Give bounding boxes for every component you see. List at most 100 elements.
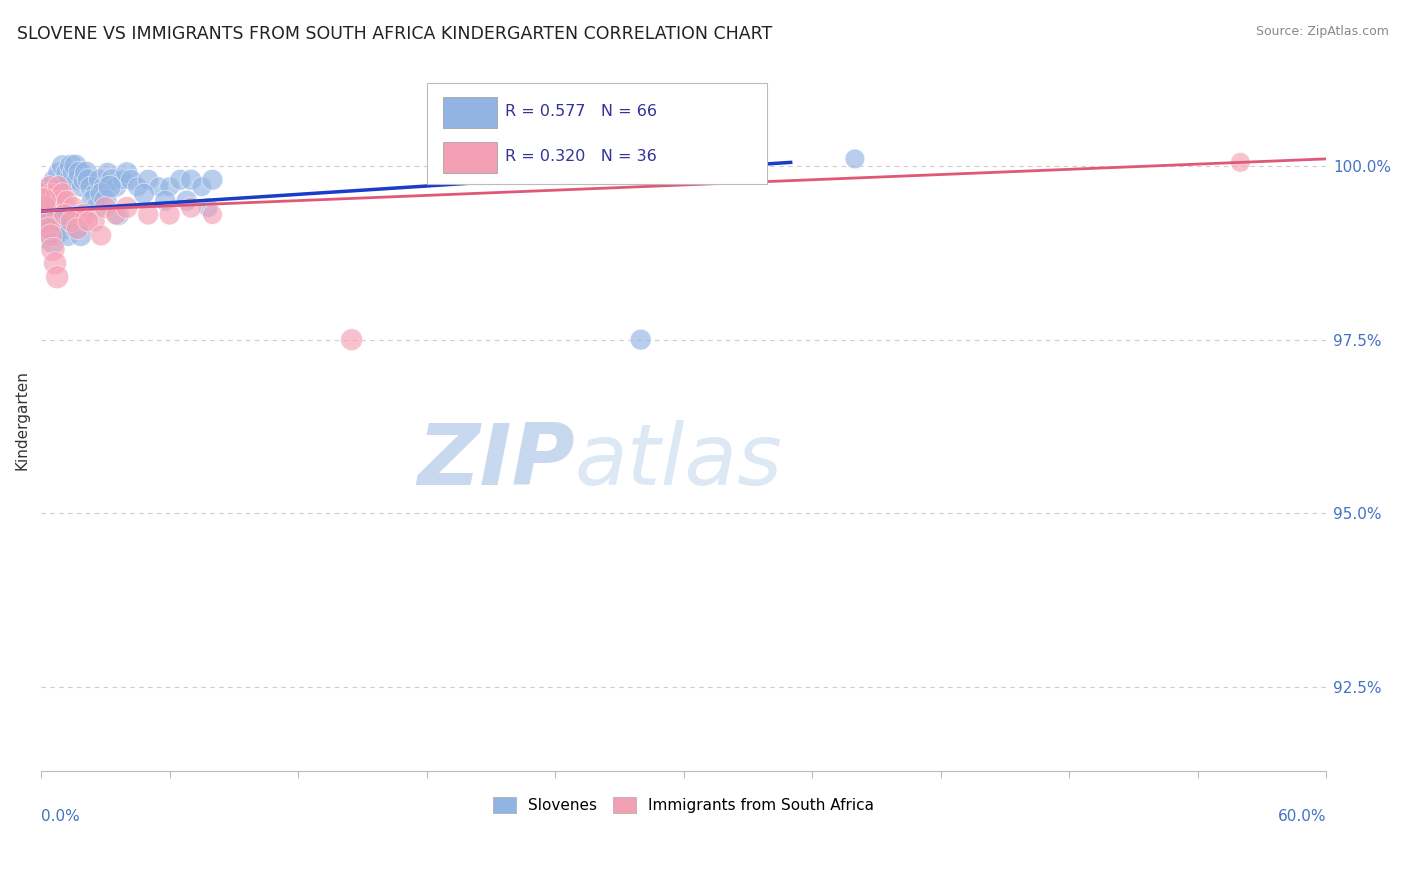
- Point: [120, 173, 142, 187]
- Point: [56, 228, 79, 243]
- Point: [38, 179, 60, 194]
- FancyBboxPatch shape: [443, 142, 498, 173]
- Point: [49, 179, 72, 194]
- Point: [44, 256, 66, 270]
- Point: [91, 179, 114, 194]
- Point: [127, 179, 149, 194]
- Point: [94, 201, 117, 215]
- Point: [39, 221, 62, 235]
- Point: [53, 207, 76, 221]
- Point: [73, 207, 96, 221]
- Point: [180, 201, 202, 215]
- Point: [37, 186, 59, 201]
- Point: [42, 194, 65, 208]
- FancyBboxPatch shape: [426, 83, 768, 185]
- Point: [101, 173, 124, 187]
- Point: [75, 166, 97, 180]
- Point: [844, 152, 866, 166]
- Point: [46, 214, 69, 228]
- Point: [45, 186, 67, 201]
- Point: [83, 186, 105, 201]
- Text: SLOVENE VS IMMIGRANTS FROM SOUTH AFRICA KINDERGARTEN CORRELATION CHART: SLOVENE VS IMMIGRANTS FROM SOUTH AFRICA …: [17, 25, 772, 43]
- Point: [65, 221, 87, 235]
- Point: [42, 173, 65, 187]
- Point: [73, 173, 96, 187]
- Point: [35, 214, 58, 228]
- Point: [44, 228, 66, 243]
- Point: [46, 270, 69, 285]
- Point: [201, 173, 224, 187]
- Point: [115, 201, 138, 215]
- Point: [132, 186, 155, 201]
- Point: [39, 228, 62, 243]
- Point: [60, 214, 83, 228]
- Point: [56, 166, 79, 180]
- Point: [98, 179, 121, 194]
- Point: [46, 166, 69, 180]
- Point: [155, 194, 177, 208]
- Point: [77, 214, 100, 228]
- FancyBboxPatch shape: [443, 97, 498, 128]
- Point: [159, 179, 181, 194]
- Text: 60.0%: 60.0%: [1278, 809, 1326, 824]
- Point: [148, 179, 170, 194]
- Point: [79, 179, 101, 194]
- Point: [69, 207, 91, 221]
- Point: [1229, 155, 1251, 169]
- Point: [77, 173, 100, 187]
- Point: [38, 179, 60, 194]
- Point: [41, 186, 63, 201]
- Point: [86, 201, 108, 215]
- Point: [69, 166, 91, 180]
- Point: [34, 228, 56, 243]
- Point: [105, 179, 128, 194]
- Point: [35, 214, 58, 228]
- Point: [96, 166, 118, 180]
- Point: [38, 221, 60, 235]
- Point: [90, 228, 112, 243]
- Point: [49, 194, 72, 208]
- Point: [70, 179, 93, 194]
- Point: [32, 194, 55, 208]
- Legend: Slovenes, Immigrants from South Africa: Slovenes, Immigrants from South Africa: [488, 791, 880, 819]
- Point: [62, 201, 84, 215]
- Point: [60, 214, 83, 228]
- Point: [94, 194, 117, 208]
- Point: [180, 173, 202, 187]
- Point: [62, 166, 84, 180]
- Point: [90, 186, 112, 201]
- Text: Source: ZipAtlas.com: Source: ZipAtlas.com: [1256, 25, 1389, 38]
- Point: [42, 235, 65, 250]
- Point: [52, 207, 75, 221]
- Point: [42, 242, 65, 256]
- Point: [60, 159, 83, 173]
- Point: [190, 179, 212, 194]
- Point: [51, 159, 73, 173]
- Point: [53, 173, 76, 187]
- Point: [58, 173, 80, 187]
- Text: ZIP: ZIP: [416, 420, 575, 503]
- Point: [340, 333, 363, 347]
- Point: [38, 207, 60, 221]
- Point: [87, 173, 110, 187]
- Point: [66, 173, 89, 187]
- Point: [136, 207, 159, 221]
- Point: [51, 194, 73, 208]
- Point: [34, 186, 56, 201]
- Text: R = 0.320   N = 36: R = 0.320 N = 36: [505, 149, 657, 164]
- Point: [34, 201, 56, 215]
- Point: [34, 201, 56, 215]
- Point: [197, 201, 219, 215]
- Point: [41, 194, 63, 208]
- Point: [55, 221, 77, 235]
- Point: [169, 173, 191, 187]
- Point: [115, 166, 138, 180]
- Point: [176, 194, 198, 208]
- Point: [66, 221, 89, 235]
- Point: [630, 333, 652, 347]
- Point: [82, 194, 104, 208]
- Point: [46, 179, 69, 194]
- Point: [111, 173, 134, 187]
- Y-axis label: Kindergarten: Kindergarten: [15, 369, 30, 469]
- Point: [37, 194, 59, 208]
